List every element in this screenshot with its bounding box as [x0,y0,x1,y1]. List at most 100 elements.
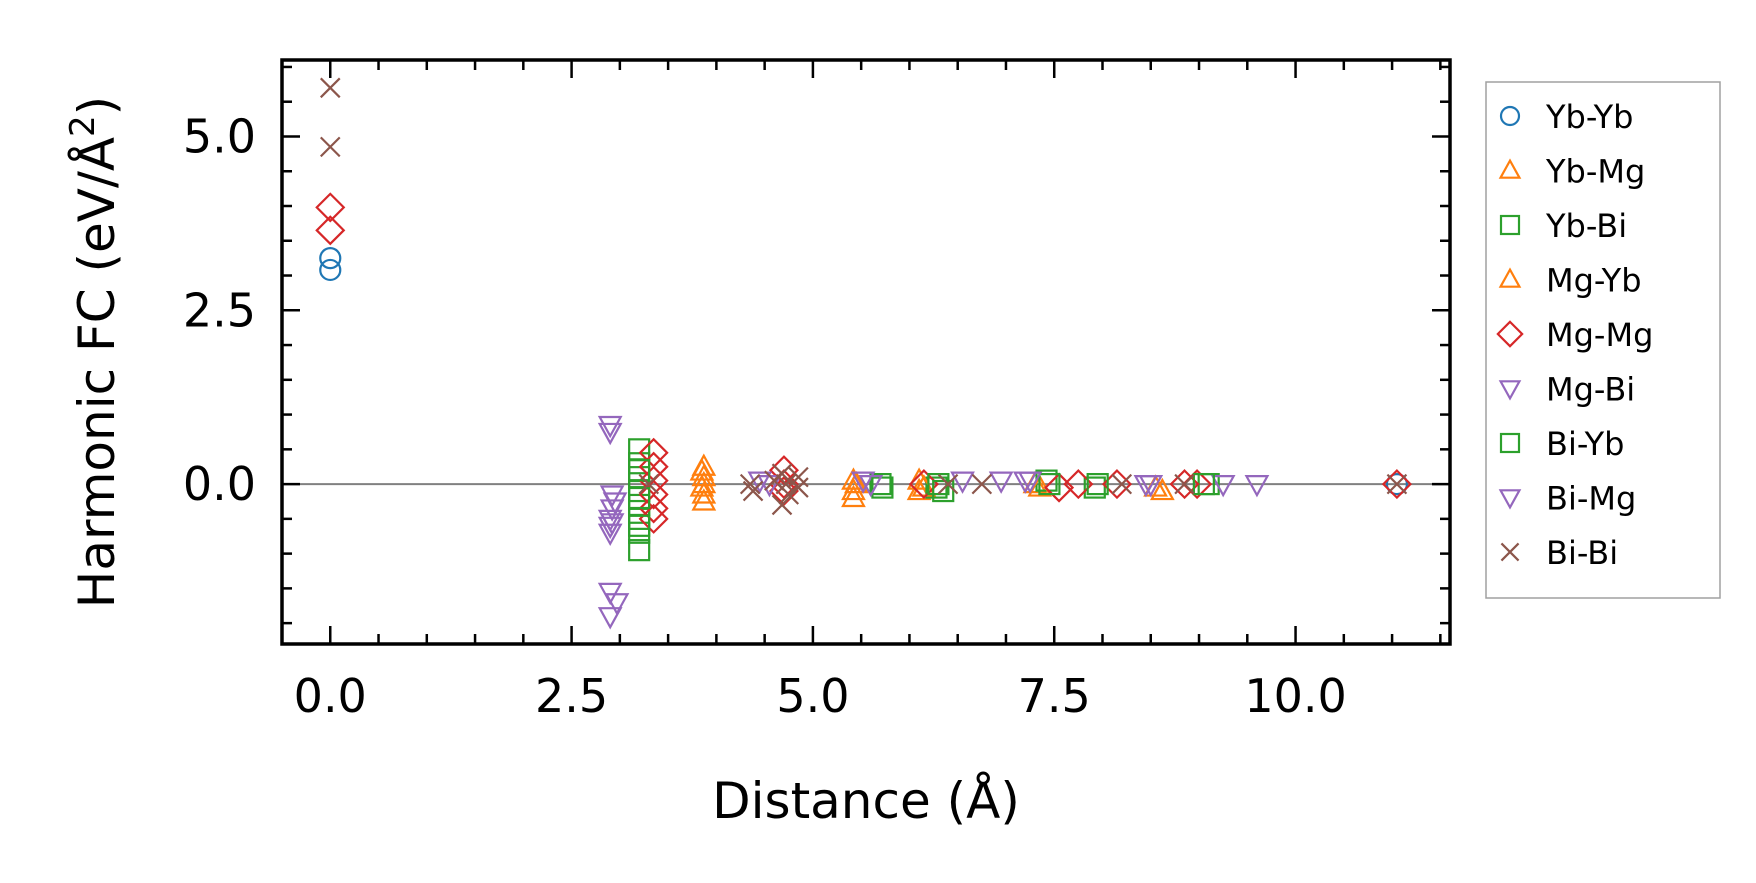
x-axis-title: Distance (Å) [712,772,1020,830]
data-point-bi-bi [319,77,341,99]
x-tick-label: 5.0 [776,669,849,723]
data-point-bi-yb [1086,472,1109,496]
data-point-yb-bi [869,472,892,496]
legend-label-yb-bi: Yb-Bi [1545,207,1627,245]
data-point-bi-bi [778,484,800,505]
data-point-mg-bi [1210,474,1236,498]
data-point-bi-mg [747,471,773,494]
x-axis-tick-labels: 0.0 2.5 5.0 7.5 10.0 [294,669,1347,723]
legend-marker-yb-mg [1498,158,1522,179]
data-point-bi-bi [937,473,959,495]
legend-label-mg-mg: Mg-Mg [1546,316,1653,354]
legend-marker-mg-yb [1498,267,1522,288]
y-axis-title-main: Harmonic FC (eV/Å [68,137,126,608]
data-point-bi-bi [971,473,993,495]
data-point-mg-mg [638,503,669,534]
legend-marker-yb-yb [1499,105,1521,127]
data-point-yb-mg [906,477,932,501]
y-tick-label: 0.0 [183,457,256,511]
data-point-bi-bi [742,480,764,502]
data-point-yb-mg [841,484,866,508]
y-axis-title-superscript: 2 [63,115,103,137]
x-tick-label: 10.0 [1244,669,1346,723]
y-axis-title: Harmonic FC (eV/Å2) [63,96,126,608]
legend-marker-bi-yb [1499,432,1521,454]
data-point-mg-mg [315,215,346,246]
data-point-yb-yb [319,258,342,282]
data-point-yb-mg [691,488,717,511]
data-point-bi-yb [871,476,894,499]
legend-marker-mg-bi [1498,380,1522,401]
legend-marker-yb-bi [1499,214,1521,236]
data-point-bi-bi [771,494,793,516]
data-point-bi-mg [599,513,625,536]
y-axis-tick-labels: 0.0 2.5 5.0 [183,109,256,511]
legend-label-yb-yb: Yb-Yb [1545,98,1633,136]
data-point-bi-mg [602,492,628,515]
data-point-mg-yb [1149,477,1175,501]
legend-marker-mg-mg [1496,320,1524,348]
data-point-yb-mg [691,481,717,504]
data-point-bi-yb [1192,472,1215,496]
data-point-bi-yb [932,479,955,503]
data-point-yb-bi [925,476,948,499]
data-point-bi-yb [628,486,651,510]
data-point-mg-mg [315,192,346,223]
y-tick-label: 5.0 [183,109,256,163]
plot-frame [280,58,1452,646]
data-points [315,77,1412,630]
data-point-bi-mg [988,471,1014,494]
x-tick-label: 2.5 [535,669,608,723]
data-point-bi-mg [1138,474,1164,498]
legend-label-mg-bi: Mg-Bi [1546,371,1635,409]
data-point-bi-mg [1244,474,1270,498]
data-point-bi-bi [739,473,761,495]
data-point-mg-yb [689,474,715,497]
data-point-mg-bi [597,415,623,439]
legend-marker-bi-mg [1498,489,1522,510]
legend-marker-bi-bi [1500,542,1520,562]
x-tick-label: 7.5 [1018,669,1091,723]
data-point-yb-bi [628,539,651,562]
data-point-mg-bi [950,471,975,494]
data-point-yb-yb [319,247,342,270]
data-point-bi-yb [1038,472,1061,496]
data-point-mg-bi [597,523,623,547]
data-point-mg-yb [689,458,715,481]
legend-label-bi-yb: Bi-Yb [1546,425,1624,463]
data-point-mg-mg [638,493,669,524]
data-point-bi-bi [638,473,660,495]
x-tick-label: 0.0 [294,669,367,723]
data-point-mg-yb [1027,474,1053,497]
legend-label-yb-mg: Yb-Mg [1545,153,1645,191]
data-point-mg-mg [638,479,669,510]
y-axis-title-suffix: ) [68,96,126,116]
data-point-bi-bi [319,136,341,158]
legend-label-mg-yb: Mg-Yb [1546,262,1642,300]
legend-label-bi-mg: Bi-Mg [1546,480,1636,518]
data-point-bi-mg [1017,471,1043,494]
data-point-mg-bi [604,593,630,616]
data-point-mg-bi [597,422,623,446]
data-point-bi-bi [1386,473,1408,495]
data-point-bi-bi [1174,473,1195,495]
data-point-yb-bi [1083,476,1106,499]
data-point-bi-bi [788,477,809,498]
data-point-bi-mg [858,474,884,498]
data-point-mg-mg [1381,469,1412,500]
data-point-bi-bi [1111,473,1133,495]
y-tick-label: 2.5 [183,283,256,337]
data-point-mg-mg [1044,472,1075,503]
data-point-yb-yb [1385,472,1409,496]
data-point-bi-bi [771,463,793,484]
legend-frame [1485,81,1721,599]
data-point-bi-yb [628,514,651,537]
plot-area-background [282,60,1450,644]
legend-label-bi-bi: Bi-Bi [1546,534,1618,572]
data-point-bi-bi [788,466,809,488]
data-point-mg-bi [850,471,876,494]
data-point-bi-yb [628,459,651,482]
data-point-mg-bi [597,607,623,630]
data-point-mg-yb [843,470,869,494]
